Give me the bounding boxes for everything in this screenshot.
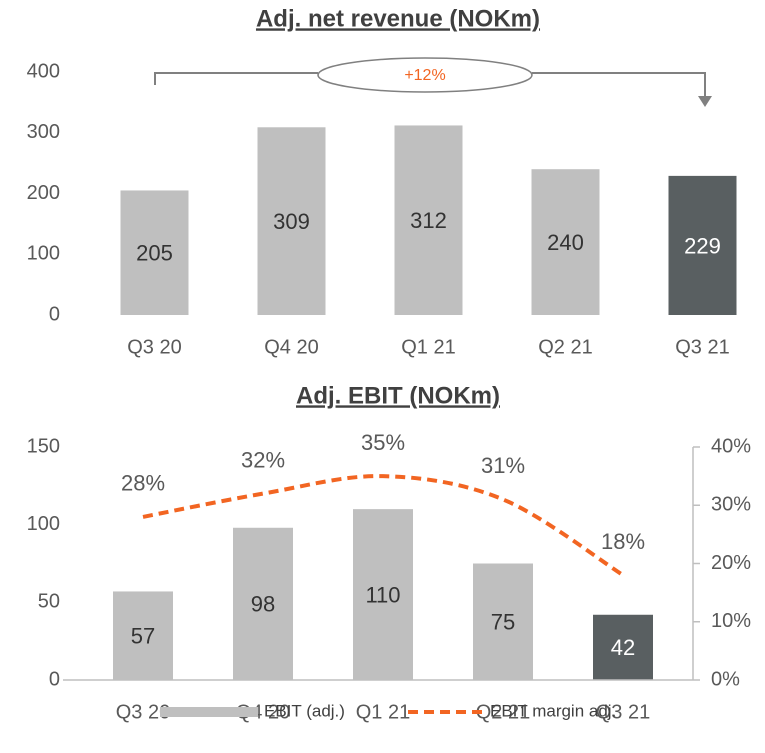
data-label: 75 [491,610,515,635]
y2-tick-label: 0% [711,668,740,690]
y2-tick-label: 40% [711,435,751,457]
data-label: 28% [121,471,165,496]
x-tick-label: Q4 20 [236,701,290,723]
x-tick-label: Q4 20 [264,336,318,358]
data-label: 110 [365,582,400,607]
data-label: 205 [136,241,173,266]
x-tick-label: Q2 21 [476,701,530,723]
legend-label: EBIT margin adj. [490,701,616,720]
line [142,474,625,577]
y-tick-label: 50 [38,591,60,613]
legend-label: EBIT (adj.) [264,701,345,720]
y2-tick-label: 20% [711,552,751,574]
y-tick-label: 150 [27,435,60,457]
data-label: 57 [131,624,155,649]
bar [531,169,600,315]
y-tick-label: 100 [27,513,60,535]
bar [113,591,173,680]
data-label: 309 [273,209,310,234]
annotation: +12% [404,67,445,84]
x-tick-label: Q3 21 [596,701,650,723]
data-label: 240 [547,230,584,255]
x-tick-label: Q1 21 [356,701,410,723]
bar [257,127,326,315]
y-tick-label: 400 [27,60,60,82]
y-tick-label: 200 [27,182,60,204]
chart-title: Adj. EBIT (NOKm) [296,382,500,409]
chart-title: Adj. net revenue (NOKm) [256,5,540,32]
data-label: 32% [241,447,285,472]
data-label: 31% [481,453,525,478]
bar [394,125,463,316]
x-tick-label: Q3 20 [116,701,170,723]
data-label: 229 [684,233,721,258]
y2-tick-label: 30% [711,494,751,516]
y-tick-label: 0 [49,668,60,690]
bar [120,190,189,315]
legend-swatch [160,707,258,717]
bar [233,527,293,680]
data-label: 98 [251,592,275,617]
data-label: 312 [410,208,447,233]
y-tick-label: 300 [27,121,60,143]
x-tick-label: Q3 20 [127,336,181,358]
bar [353,509,413,680]
annotation-bubble [317,57,533,93]
data-label: 18% [601,529,645,554]
y2-tick-label: 10% [711,610,751,632]
bar [668,175,737,315]
y-tick-label: 0 [49,303,60,325]
x-tick-label: Q1 21 [401,336,455,358]
x-tick-label: Q2 21 [538,336,592,358]
data-label: 42 [611,635,635,660]
bracket [154,72,706,100]
bar [473,563,533,680]
bar [593,614,653,680]
arrow-head [698,96,712,107]
y-tick-label: 100 [27,243,60,265]
data-label: 35% [361,430,405,455]
x-tick-label: Q3 21 [675,336,729,358]
